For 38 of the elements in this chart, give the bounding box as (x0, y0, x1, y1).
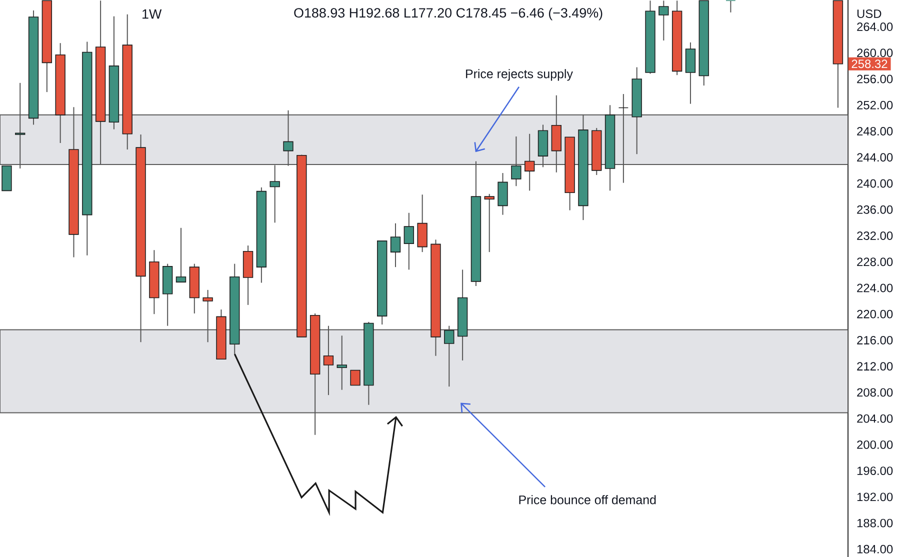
y-tick-label: 196.00 (857, 466, 893, 476)
text: O188.93 H192.68 L177.20 C178.45 −6.46 (−3.49%) (294, 8, 602, 20)
y-tick-label: 260.00 (857, 48, 893, 58)
band-label: Price bounce off demand (519, 495, 656, 504)
y-tick-label: 204.00 (857, 414, 893, 423)
y-tick-label: 212.00 (857, 362, 893, 371)
candlestick (404, 212, 414, 270)
y-tick-label: 188.00 (857, 518, 893, 528)
text: 1W (142, 9, 162, 19)
annotation: 258.32 (852, 60, 888, 68)
y-tick-label: 200.00 (857, 440, 893, 449)
candlestick (390, 222, 401, 268)
y-tick-label: 224.00 (857, 284, 893, 292)
y-tick-label: 248.00 (857, 127, 893, 136)
y-axis-title: USD (857, 10, 882, 18)
candlestick (726, 0, 736, 13)
candlestick (350, 370, 360, 386)
y-tick-label: 240.00 (857, 179, 893, 188)
band-label: Price rejects supply (466, 69, 573, 81)
y-tick-label: 264.00 (857, 22, 893, 31)
y-tick-label: 252.00 (857, 100, 893, 110)
candlestick (498, 172, 508, 216)
y-tick-label: 208.00 (857, 388, 893, 397)
candlestick (336, 335, 347, 390)
y-tick-label: 192.00 (857, 492, 893, 502)
y-tick-label: 184.00 (857, 544, 893, 554)
y-tick-label: 236.00 (857, 205, 893, 214)
y-tick-label: 216.00 (857, 336, 893, 344)
candlestick (658, 0, 669, 41)
candlestick (685, 42, 696, 104)
y-tick-label: 244.00 (857, 153, 893, 162)
candlestick (176, 227, 186, 283)
y-tick-label: 228.00 (857, 258, 893, 266)
candlestick (417, 194, 428, 253)
y-tick-label: 256.00 (857, 74, 893, 84)
y-tick-label: 220.00 (857, 310, 893, 318)
candlestick (484, 193, 494, 253)
y-tick-label: 232.00 (857, 231, 893, 240)
